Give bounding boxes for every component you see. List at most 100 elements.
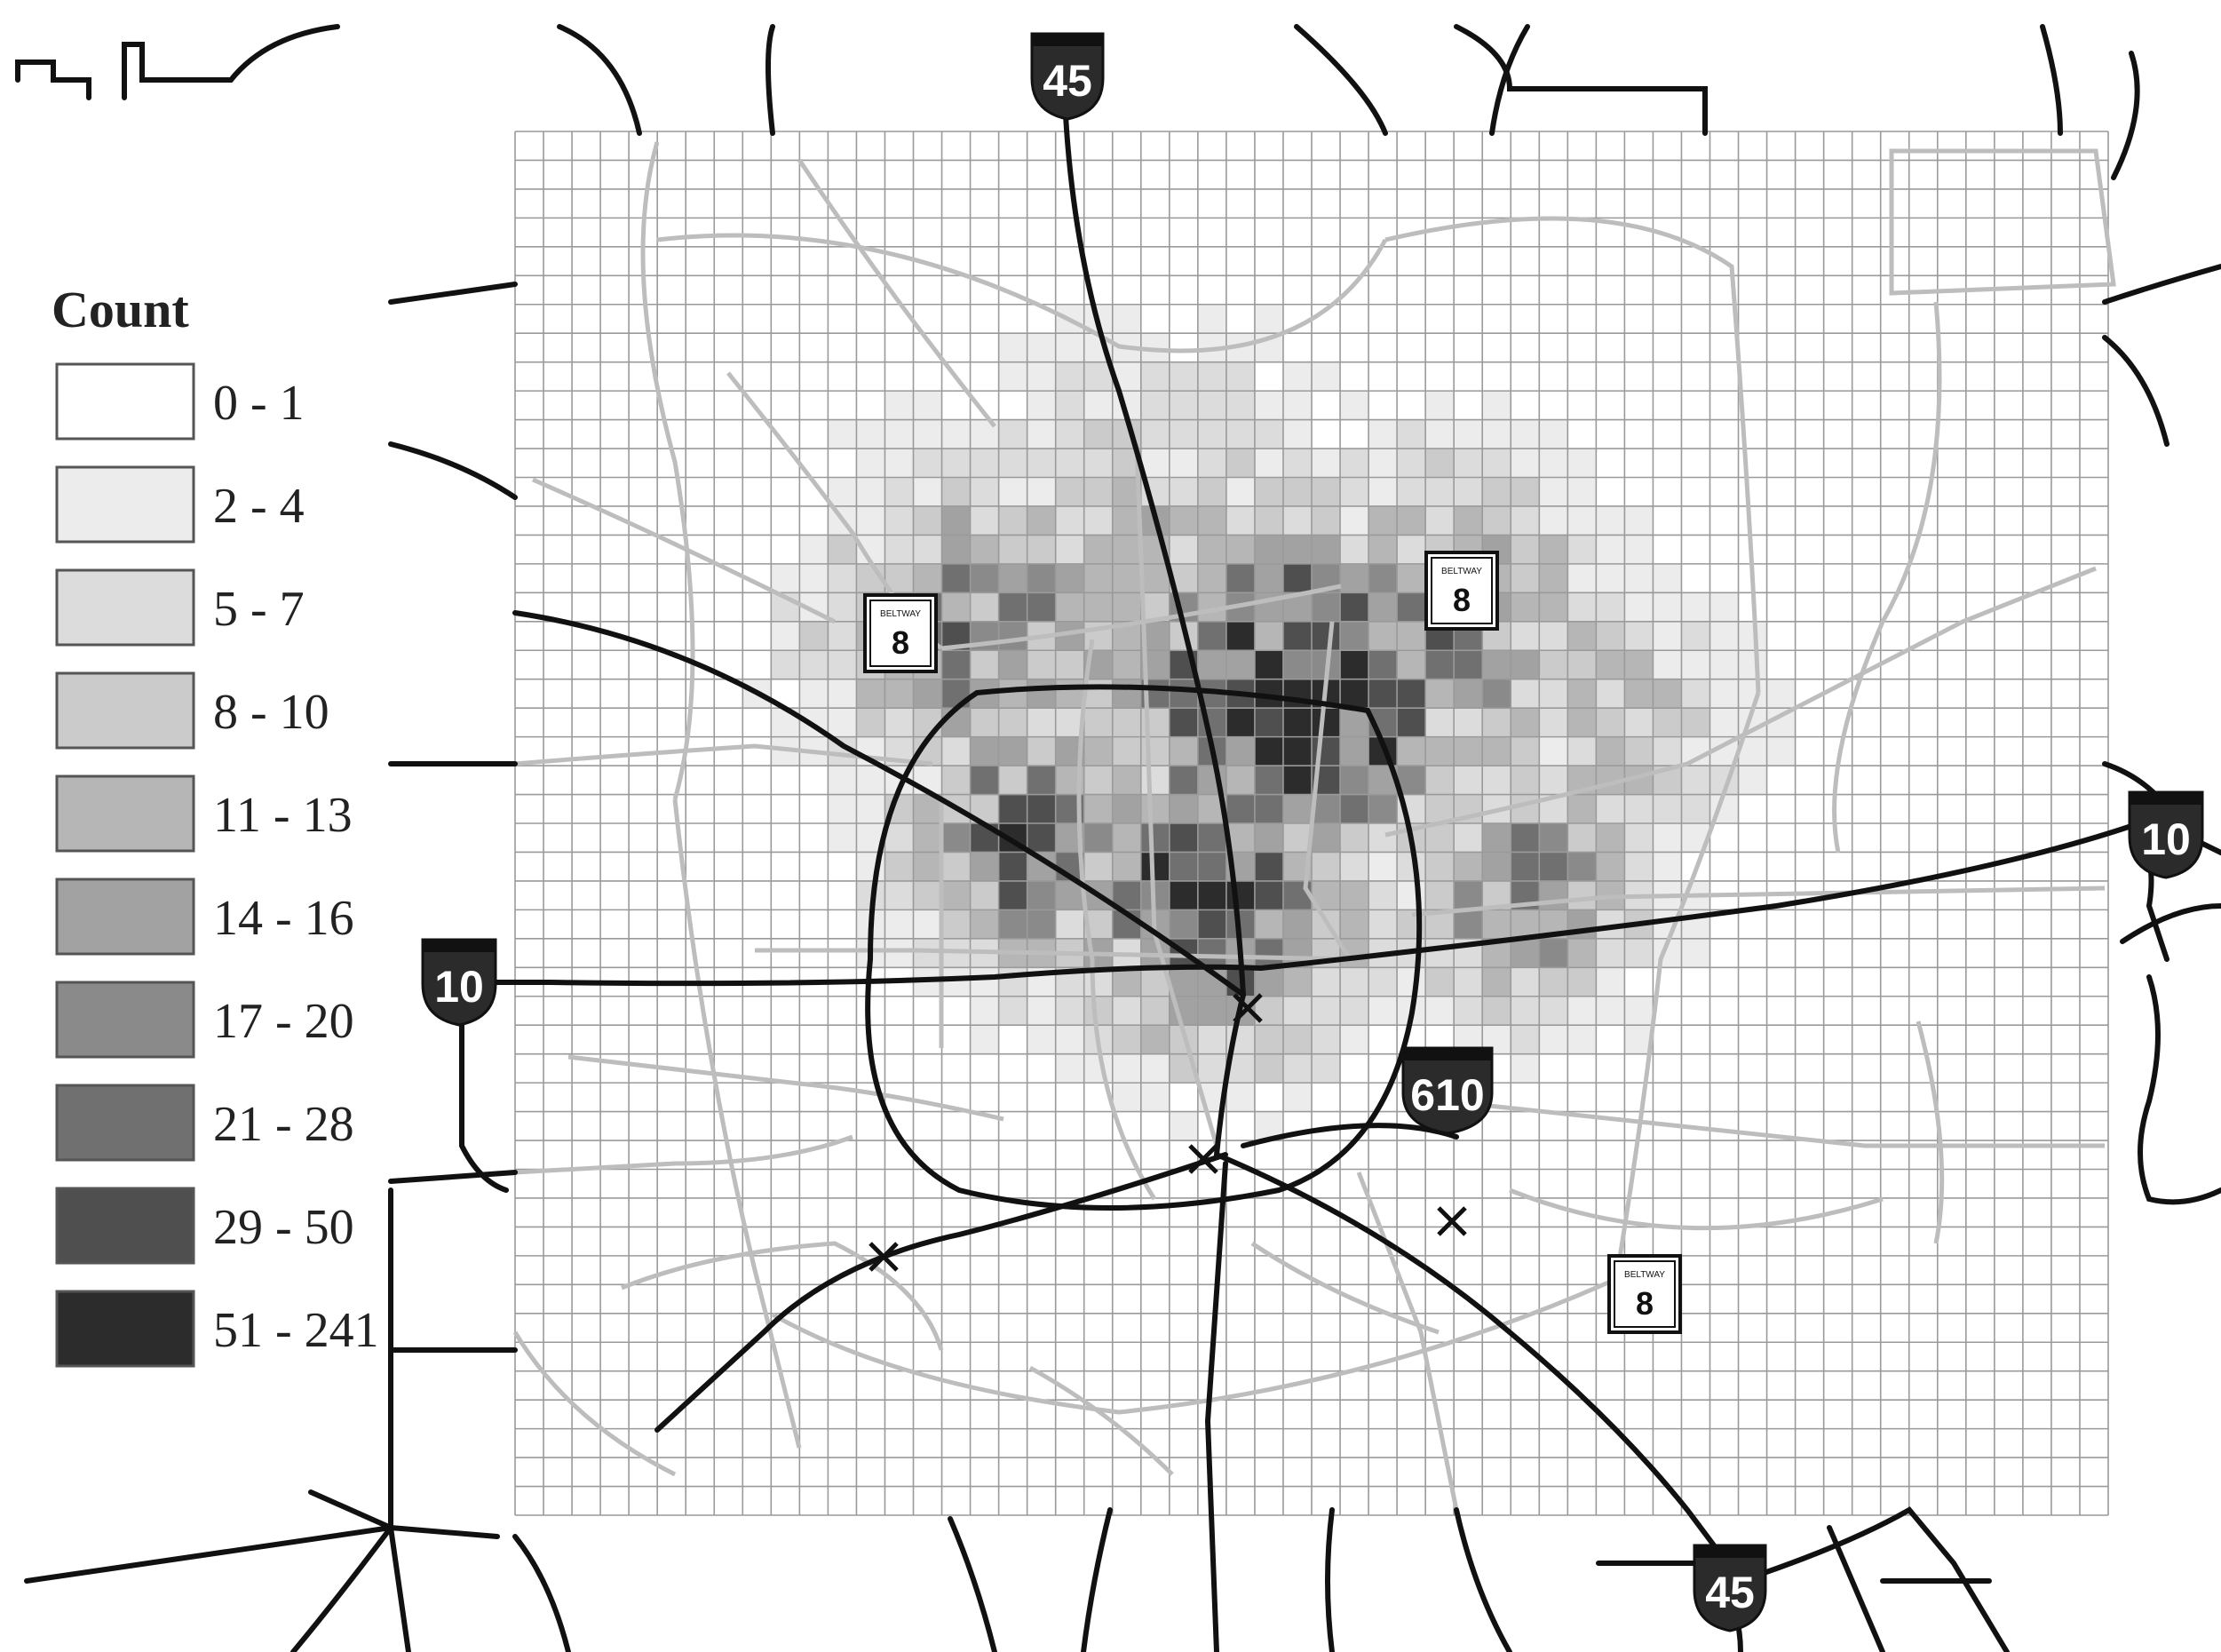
grid-cell xyxy=(1482,505,1511,536)
grid-cell xyxy=(1282,794,1312,823)
grid-cell xyxy=(884,880,914,910)
grid-cell xyxy=(941,909,971,939)
grid-cell xyxy=(1454,766,1483,795)
grid-cell xyxy=(828,419,857,449)
grid-cell xyxy=(1226,794,1255,823)
grid-cell xyxy=(828,650,857,679)
grid-cell xyxy=(1425,449,1455,478)
grid-cell xyxy=(1738,766,1767,795)
grid-cell xyxy=(1482,419,1511,449)
grid-cell xyxy=(941,967,971,997)
grid-cell xyxy=(1397,621,1426,651)
grid-cell xyxy=(1567,852,1597,881)
grid-cell xyxy=(1454,909,1483,939)
beltway-se-number: 8 xyxy=(1636,1285,1654,1322)
grid-cell xyxy=(1596,592,1625,622)
grid-cell xyxy=(1596,621,1625,651)
grid-cell xyxy=(884,852,914,881)
grid-cell xyxy=(1282,449,1312,478)
grid-cell xyxy=(970,909,999,939)
grid-cell xyxy=(1254,650,1283,679)
grid-cell xyxy=(1027,766,1056,795)
grid-cell xyxy=(1197,852,1226,881)
grid-cell xyxy=(1397,592,1426,622)
grid-cell xyxy=(1254,505,1283,536)
grid-cell xyxy=(799,679,829,709)
grid-cell xyxy=(1340,766,1369,795)
grid-cell xyxy=(884,938,914,968)
grid-cell xyxy=(1254,736,1283,766)
grid-cell xyxy=(1653,736,1682,766)
grid-cell xyxy=(1539,967,1568,997)
grid-cell xyxy=(998,563,1027,593)
grid-cell xyxy=(1027,449,1056,478)
grid-cell xyxy=(1567,823,1597,853)
grid-cell xyxy=(1312,505,1341,536)
grid-cell xyxy=(799,535,829,564)
grid-cell xyxy=(1454,449,1483,478)
grid-cell xyxy=(884,505,914,536)
grid-cell xyxy=(1027,477,1056,506)
grid-cell xyxy=(913,449,942,478)
grid-cell xyxy=(1169,449,1198,478)
grid-cell xyxy=(1397,563,1426,593)
grid-cell xyxy=(856,679,885,709)
grid-cell xyxy=(1027,880,1056,910)
grid-cell xyxy=(1226,391,1255,420)
grid-cell xyxy=(1368,449,1398,478)
grid-cell xyxy=(1197,419,1226,449)
grid-cell xyxy=(1653,823,1682,853)
grid-cell xyxy=(1169,909,1198,939)
grid-cell xyxy=(1511,592,1540,622)
grid-cell xyxy=(1055,1025,1084,1054)
grid-cell xyxy=(884,391,914,420)
grid-cell xyxy=(1454,650,1483,679)
grid-cell xyxy=(1425,736,1455,766)
grid-cell xyxy=(913,938,942,968)
grid-cell xyxy=(1282,708,1312,737)
grid-cell xyxy=(1596,794,1625,823)
legend-swatch xyxy=(55,568,195,647)
grid-cell xyxy=(1340,650,1369,679)
grid-cell xyxy=(856,477,885,506)
grid-cell xyxy=(913,505,942,536)
grid-cell xyxy=(1624,563,1654,593)
grid-cell xyxy=(1596,535,1625,564)
grid-cell xyxy=(1282,1053,1312,1084)
grid-cell xyxy=(1624,650,1654,679)
grid-cell xyxy=(1709,592,1739,622)
grid-cell xyxy=(1539,736,1568,766)
grid-cell xyxy=(1511,1025,1540,1054)
grid-cell xyxy=(1425,794,1455,823)
grid-cell xyxy=(1055,477,1084,506)
grid-cell xyxy=(1596,650,1625,679)
grid-cell xyxy=(1596,823,1625,853)
grid-cell xyxy=(1112,650,1141,679)
grid-cell xyxy=(1197,304,1226,334)
grid-cell xyxy=(1254,852,1283,881)
grid-cell xyxy=(1454,967,1483,997)
grid-cell xyxy=(1140,1083,1170,1112)
grid-cell xyxy=(1482,708,1511,737)
grid-cell xyxy=(1254,535,1283,564)
grid-cell xyxy=(1140,996,1170,1026)
grid-cell xyxy=(1083,794,1113,823)
grid-cell xyxy=(1055,679,1084,709)
grid-cell xyxy=(1624,679,1654,709)
grid-cell xyxy=(1340,679,1369,709)
grid-cell xyxy=(1312,967,1341,997)
grid-cell xyxy=(1567,996,1597,1026)
grid-cell xyxy=(1340,477,1369,506)
grid-cell xyxy=(1140,1025,1170,1054)
grid-cell xyxy=(1282,1083,1312,1112)
grid-cell xyxy=(1482,996,1511,1026)
grid-cell xyxy=(941,852,971,881)
grid-cell xyxy=(1653,852,1682,881)
grid-cell xyxy=(1254,909,1283,939)
grid-cell xyxy=(1397,967,1426,997)
grid-cell xyxy=(1282,477,1312,506)
interstate-45-north-shield: 45 xyxy=(1030,32,1105,121)
grid-cell xyxy=(1454,419,1483,449)
grid-cell xyxy=(1282,391,1312,420)
grid-cell xyxy=(1368,852,1398,881)
